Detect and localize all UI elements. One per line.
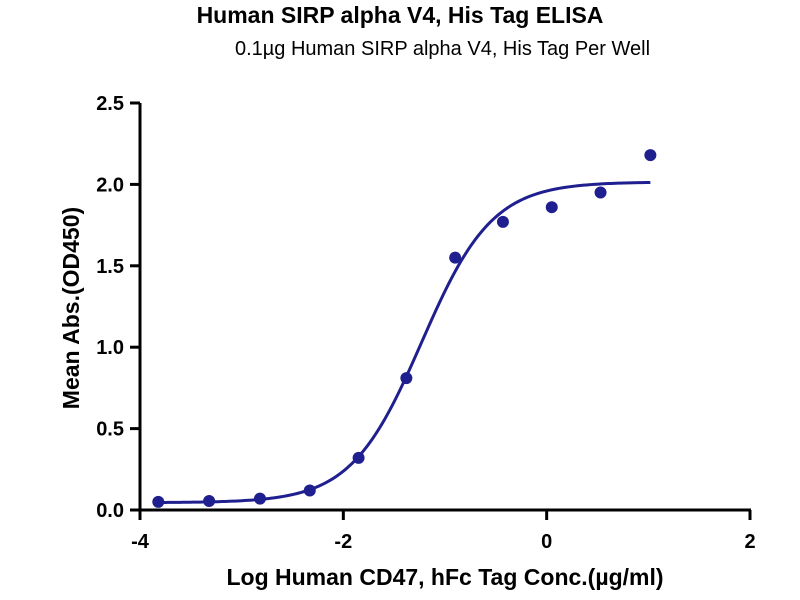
x-tick-label: -4 — [131, 531, 150, 553]
data-point — [545, 201, 558, 214]
data-point — [449, 251, 462, 264]
y-tick-label: 1.0 — [96, 337, 124, 359]
y-tick-label: 2.0 — [96, 174, 124, 196]
data-point — [203, 495, 216, 508]
data-point — [400, 372, 413, 385]
y-tick-label: 1.5 — [96, 256, 124, 278]
data-point — [303, 484, 316, 497]
x-tick-label: 0 — [541, 531, 552, 553]
y-tick-label: 0.0 — [96, 500, 124, 522]
chart-subtitle: 0.1µg Human SIRP alpha V4, His Tag Per W… — [234, 38, 651, 60]
y-tick-label: 2.5 — [96, 93, 124, 115]
data-point — [496, 215, 509, 228]
data-point — [253, 492, 266, 505]
data-point — [352, 451, 365, 464]
fit-curve — [158, 180, 651, 504]
x-axis-label: Log Human CD47, hFc Tag Conc.(µg/ml) — [226, 564, 664, 590]
data-point — [594, 186, 607, 199]
data-point — [644, 149, 657, 162]
chart-title: Human SIRP alpha V4, His Tag ELISA — [196, 2, 604, 28]
y-tick-label: 0.5 — [96, 419, 124, 441]
x-tick-label: -2 — [334, 531, 352, 553]
x-tick-label: 2 — [744, 531, 755, 553]
data-point — [152, 495, 165, 508]
